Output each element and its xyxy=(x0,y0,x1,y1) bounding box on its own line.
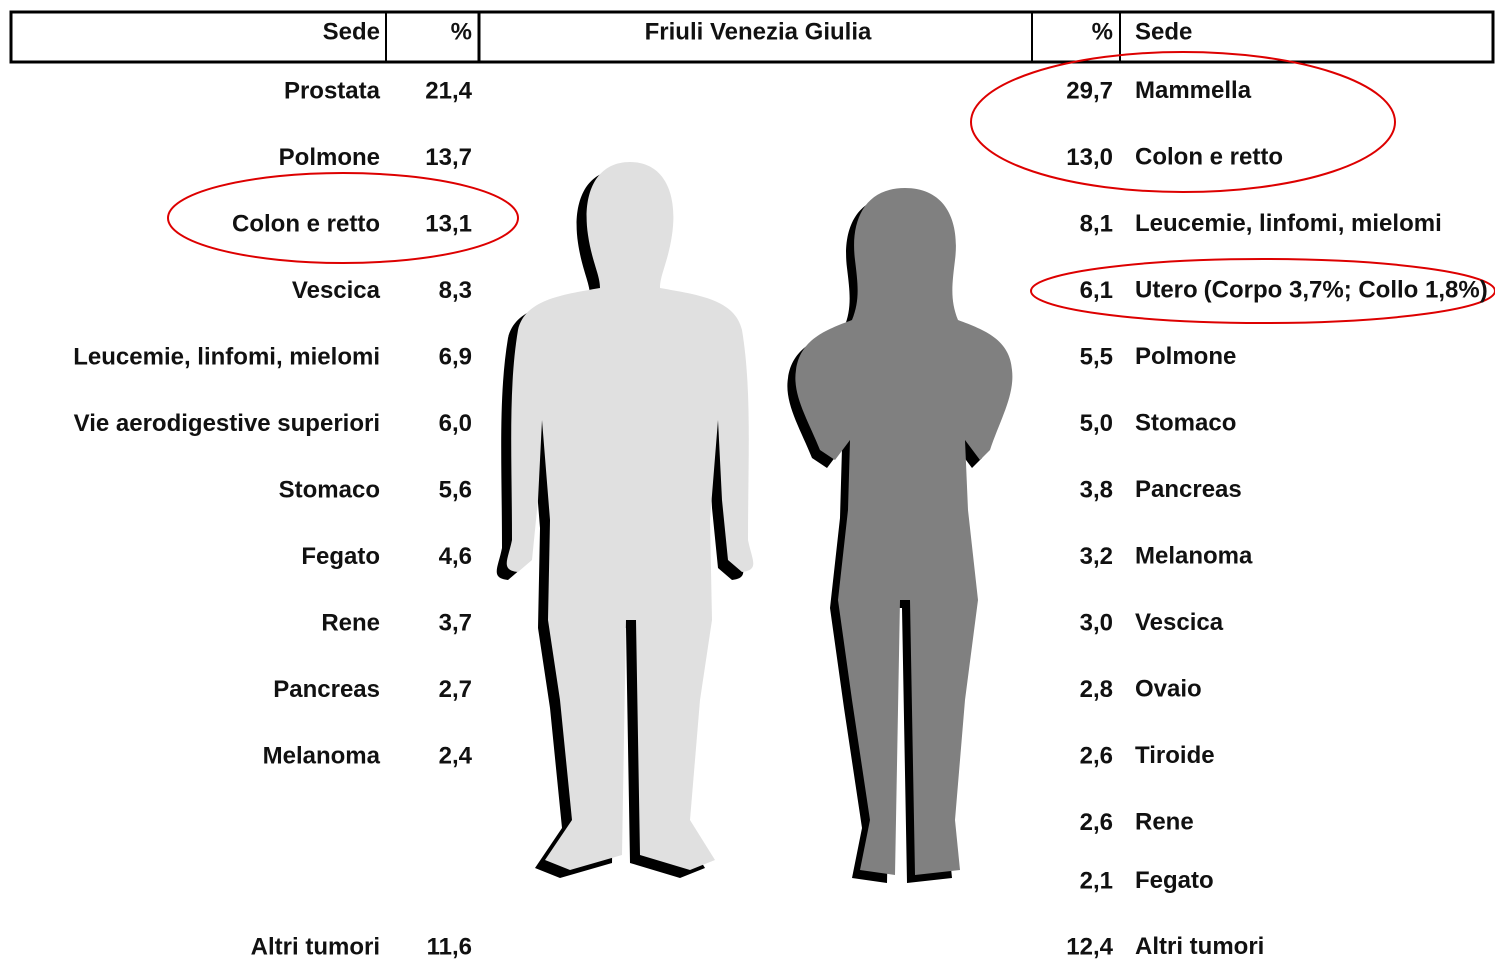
site-name: Colon e retto xyxy=(1135,144,1283,171)
percentage: 2,6 xyxy=(1080,809,1113,836)
site-label: Colon e retto xyxy=(232,210,380,237)
percentage: 3,8 xyxy=(1080,476,1113,503)
site-name: Fegato xyxy=(1135,867,1214,894)
site-label: Polmone xyxy=(1135,343,1236,370)
percentage: 4,6 xyxy=(439,543,472,570)
percentage: 8,1 xyxy=(1080,210,1113,237)
percentage: 6,1 xyxy=(1080,277,1113,304)
site-label: Fegato xyxy=(301,543,380,570)
site-name: Tiroide xyxy=(1135,742,1215,769)
site-name: Leucemie, linfomi, mielomi xyxy=(1135,210,1442,237)
percentage: 8,3 xyxy=(439,277,472,304)
percentage: 2,7 xyxy=(439,676,472,703)
percentage: 29,7 xyxy=(1066,77,1113,104)
site-name: Vescica xyxy=(1135,609,1224,636)
highlight xyxy=(970,51,1396,193)
header-pct: % xyxy=(451,18,472,45)
site-name: Rene xyxy=(1135,809,1194,836)
header-title: Friuli Venezia Giulia xyxy=(645,18,872,45)
percentage: 12,4 xyxy=(1066,933,1113,960)
header-box xyxy=(9,10,1495,64)
site-label: Prostata xyxy=(284,77,381,104)
site-label: Melanoma xyxy=(263,742,381,769)
percentage: 13,0 xyxy=(1066,144,1113,171)
header-sede: Sede xyxy=(323,18,380,45)
site-name: Mammella xyxy=(1135,77,1252,104)
site-label: Stomaco xyxy=(279,476,380,503)
header-pct: % xyxy=(1092,18,1113,45)
site-name: Altri tumori xyxy=(1135,933,1264,960)
site-label: Utero (Corpo 3,7%; Collo 1,8%) xyxy=(1135,277,1488,304)
female-silhouette xyxy=(787,188,1013,883)
percentage: 6,9 xyxy=(439,343,472,370)
site-label: Ovaio xyxy=(1135,676,1202,703)
site-label: Fegato xyxy=(1135,867,1214,894)
site-label: Leucemie, linfomi, mielomi xyxy=(1135,210,1442,237)
site-label: Pancreas xyxy=(273,676,380,703)
percentage: 3,7 xyxy=(439,609,472,636)
percentage: 21,4 xyxy=(425,77,472,104)
site-label: Polmone xyxy=(279,144,380,171)
site-label: Rene xyxy=(1135,809,1194,836)
site-label: Vescica xyxy=(1135,609,1224,636)
percentage: 6,0 xyxy=(439,410,472,437)
percentage: 5,0 xyxy=(1080,410,1113,437)
header-sede: Sede xyxy=(1135,18,1192,45)
site-name: Pancreas xyxy=(1135,476,1242,503)
percentage: 13,1 xyxy=(425,210,472,237)
site-label: Vie aerodigestive superiori xyxy=(74,410,380,437)
site-label: Rene xyxy=(321,609,380,636)
site-label: Altri tumori xyxy=(251,933,380,960)
highlight xyxy=(167,172,519,264)
site-name: Stomaco xyxy=(1135,410,1236,437)
site-label: Tiroide xyxy=(1135,742,1215,769)
percentage: 11,6 xyxy=(427,933,472,960)
site-label: Vescica xyxy=(292,277,381,304)
percentage: 2,1 xyxy=(1080,867,1113,894)
site-name: Ovaio xyxy=(1135,676,1202,703)
percentage: 2,8 xyxy=(1080,676,1113,703)
site-label: Leucemie, linfomi, mielomi xyxy=(73,343,380,370)
site-note: (Corpo 3,7%; Collo 1,8%) xyxy=(1204,277,1488,304)
percentage: 3,0 xyxy=(1080,609,1113,636)
site-name: Polmone xyxy=(1135,343,1236,370)
site-name: Melanoma xyxy=(1135,543,1253,570)
site-label: Stomaco xyxy=(1135,410,1236,437)
site-label: Pancreas xyxy=(1135,476,1242,503)
percentage: 5,5 xyxy=(1080,343,1113,370)
percentage: 13,7 xyxy=(425,144,472,171)
site-name: Utero xyxy=(1135,277,1198,304)
site-label: Altri tumori xyxy=(1135,933,1264,960)
percentage: 3,2 xyxy=(1080,543,1113,570)
site-label: Melanoma xyxy=(1135,543,1253,570)
percentage: 2,6 xyxy=(1080,742,1113,769)
percentage: 5,6 xyxy=(439,476,472,503)
percentage: 2,4 xyxy=(439,742,473,769)
male-silhouette xyxy=(496,162,754,878)
highlight xyxy=(1030,258,1495,324)
site-label: Colon e retto xyxy=(1135,144,1283,171)
site-label: Mammella xyxy=(1135,77,1252,104)
